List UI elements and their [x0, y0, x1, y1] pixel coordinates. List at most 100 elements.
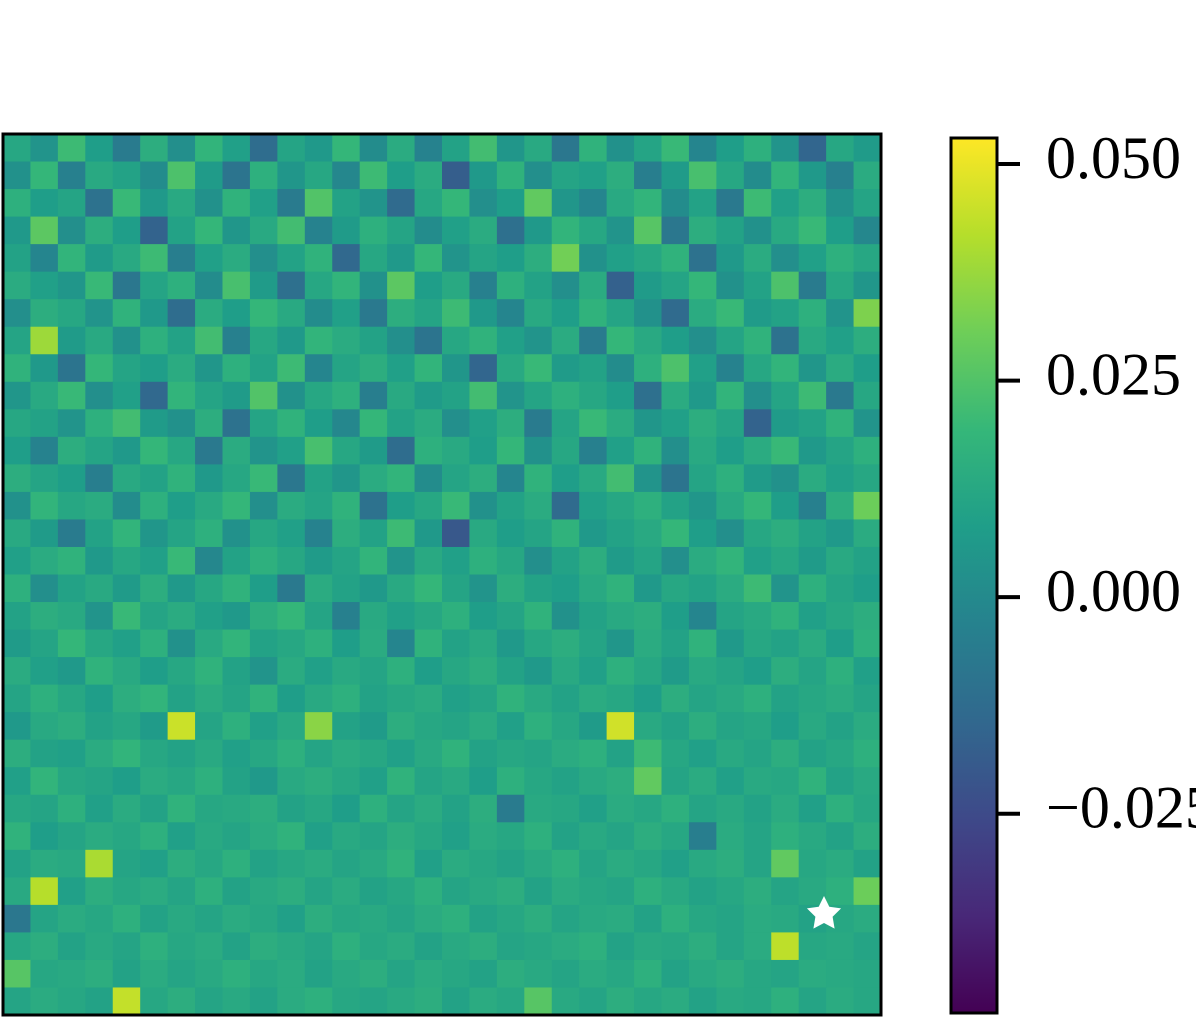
- heatmap-cell: [304, 822, 333, 851]
- heatmap-cell: [579, 794, 608, 823]
- heatmap-cell: [112, 739, 141, 768]
- heatmap-cell: [195, 657, 223, 686]
- heatmap-cell: [222, 326, 251, 355]
- heatmap-cell: [688, 464, 717, 493]
- heatmap-cell: [661, 959, 690, 988]
- heatmap-cell: [798, 602, 827, 631]
- heatmap-cell: [716, 794, 745, 823]
- heatmap-cell: [3, 216, 31, 245]
- heatmap-cell: [222, 546, 251, 575]
- heatmap-cell: [112, 216, 141, 245]
- heatmap-cell: [634, 767, 662, 796]
- heatmap-cell: [496, 877, 525, 906]
- heatmap-cell: [112, 381, 141, 410]
- heatmap-cell: [387, 602, 416, 631]
- heatmap-cell: [249, 987, 278, 1016]
- heatmap-cell: [3, 464, 31, 493]
- heatmap-cell: [716, 767, 745, 796]
- heatmap-cell: [30, 409, 59, 438]
- heatmap-cell: [661, 244, 690, 273]
- heatmap-cell: [771, 849, 800, 878]
- plot-frame: [1, 132, 883, 1017]
- heatmap-cell: [140, 767, 169, 796]
- heatmap-cell: [277, 189, 306, 218]
- heatmap-cell: [57, 959, 86, 988]
- heatmap-cell: [277, 436, 306, 465]
- heatmap-cell: [661, 299, 690, 328]
- heatmap-cell: [771, 326, 800, 355]
- heatmap-cell: [140, 849, 169, 878]
- heatmap-cell: [524, 216, 553, 245]
- heatmap-cell: [332, 546, 361, 575]
- heatmap-cell: [442, 546, 470, 575]
- heatmap-cell: [716, 546, 745, 575]
- heatmap-cell: [195, 161, 223, 190]
- heatmap-cell: [304, 574, 333, 603]
- heatmap-cell: [167, 299, 196, 328]
- heatmap-cell: [57, 629, 86, 658]
- heatmap-cell: [688, 409, 717, 438]
- heatmap-cell: [798, 629, 827, 658]
- heatmap-cell: [167, 794, 196, 823]
- heatmap-cell: [85, 794, 114, 823]
- heatmap-cell: [195, 354, 223, 383]
- heatmap-cell: [524, 519, 553, 548]
- heatmap-cell: [524, 602, 553, 631]
- heatmap-cell: [167, 464, 196, 493]
- heatmap-cell: [304, 216, 333, 245]
- heatmap-cell: [826, 684, 855, 713]
- heatmap-cell: [30, 464, 59, 493]
- heatmap-cell: [387, 244, 416, 273]
- heatmap-cell: [387, 574, 416, 603]
- heatmap-cell: [249, 271, 278, 300]
- heatmap-cell: [853, 436, 882, 465]
- heatmap-cell: [634, 189, 662, 218]
- heatmap-cell: [414, 574, 443, 603]
- heatmap-cell: [661, 326, 690, 355]
- heatmap-cell: [195, 574, 223, 603]
- heatmap-cell: [112, 602, 141, 631]
- heatmap-cell: [3, 904, 31, 933]
- heatmap-cell: [112, 299, 141, 328]
- heatmap-cell: [442, 299, 470, 328]
- heatmap-cell: [442, 491, 470, 520]
- heatmap-cell: [496, 381, 525, 410]
- heatmap-cell: [688, 381, 717, 410]
- heatmap-cell: [222, 987, 251, 1016]
- heatmap-cell: [442, 739, 470, 768]
- heatmap-cell: [551, 216, 580, 245]
- heatmap-cell: [3, 574, 31, 603]
- heatmap-cell: [3, 684, 31, 713]
- heatmap-cell: [85, 271, 114, 300]
- heatmap-cell: [222, 684, 251, 713]
- heatmap-cell: [112, 161, 141, 190]
- heatmap-cell: [112, 712, 141, 741]
- heatmap-cell: [414, 464, 443, 493]
- heatmap-cell: [222, 657, 251, 686]
- heatmap-cell: [826, 987, 855, 1016]
- heatmap-cell: [606, 244, 635, 273]
- heatmap-cell: [277, 271, 306, 300]
- heatmap-cell: [332, 216, 361, 245]
- heatmap-cell: [85, 491, 114, 520]
- heatmap-cell: [853, 849, 882, 878]
- heatmap-cell: [798, 491, 827, 520]
- heatmap-cell: [606, 134, 635, 163]
- heatmap-cell: [661, 712, 690, 741]
- heatmap-cell: [222, 849, 251, 878]
- heatmap-cell: [661, 684, 690, 713]
- heatmap-cell: [661, 657, 690, 686]
- heatmap-cell: [195, 712, 223, 741]
- heatmap-cell: [606, 546, 635, 575]
- heatmap-cell: [551, 244, 580, 273]
- heatmap-cell: [496, 354, 525, 383]
- heatmap-cell: [606, 849, 635, 878]
- heatmap-cell: [304, 161, 333, 190]
- heatmap-cell: [387, 739, 416, 768]
- heatmap-cell: [579, 959, 608, 988]
- heatmap-cell: [277, 959, 306, 988]
- heatmap-cell: [826, 271, 855, 300]
- heatmap-cell: [30, 684, 59, 713]
- heatmap-cell: [442, 464, 470, 493]
- heatmap-cell: [798, 161, 827, 190]
